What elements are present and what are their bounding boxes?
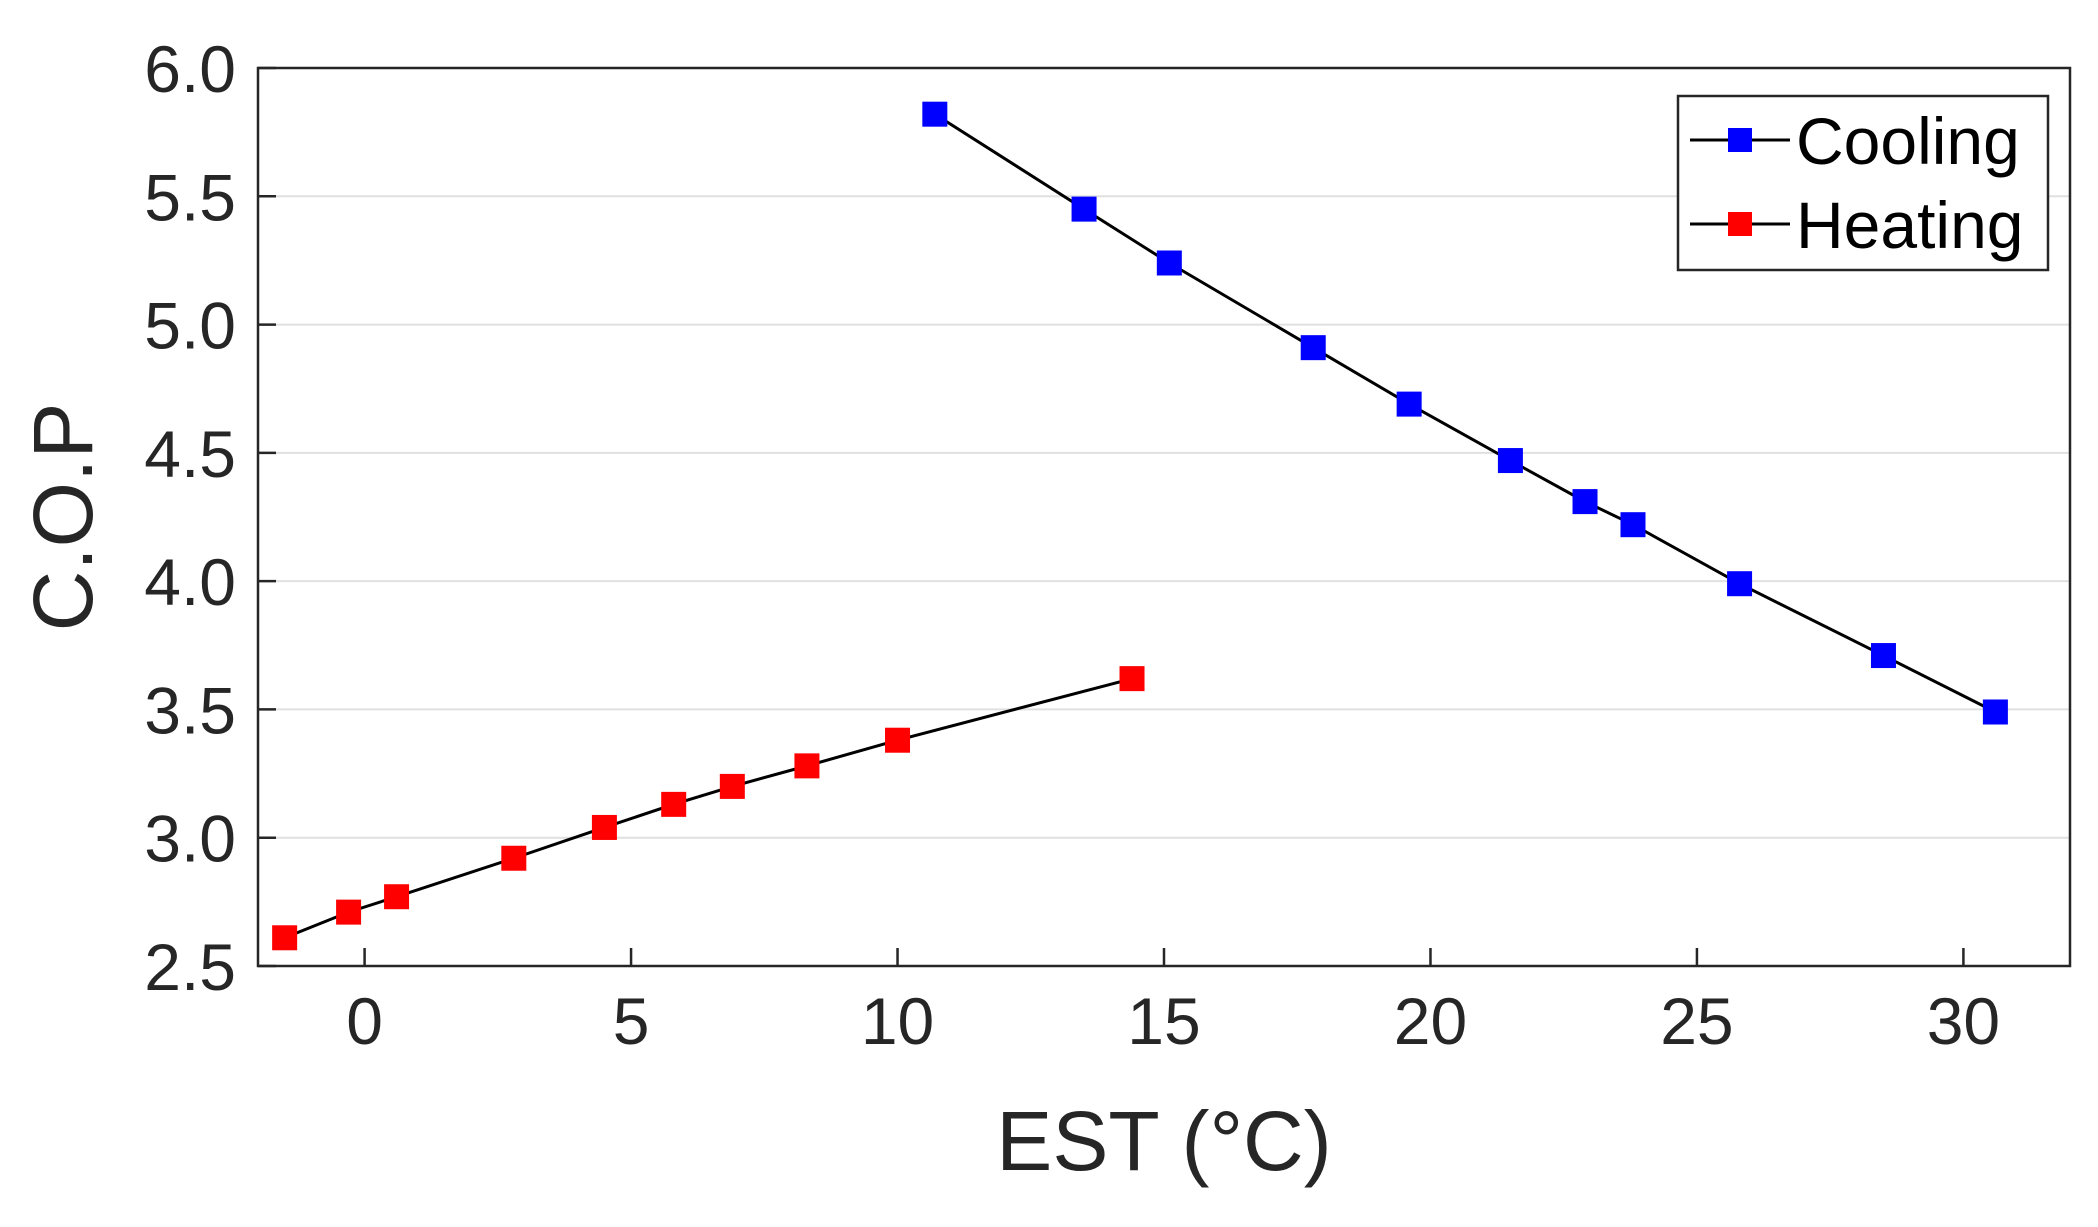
legend-label: Heating bbox=[1796, 188, 2024, 262]
y-tick-label: 4.5 bbox=[144, 417, 236, 491]
x-tick-label: 5 bbox=[613, 984, 650, 1058]
legend-item-cooling: Cooling bbox=[1690, 104, 2020, 178]
legend-item-heating: Heating bbox=[1690, 188, 2024, 262]
cooling-point bbox=[1156, 250, 1182, 276]
x-tick-label: 0 bbox=[346, 984, 383, 1058]
y-tick-label: 5.5 bbox=[144, 160, 236, 234]
heating-point bbox=[384, 884, 410, 910]
legend-box bbox=[1676, 94, 2050, 272]
x-tick-label: 10 bbox=[861, 984, 934, 1058]
ticks: 2.5 3.0 3.5 4.0 4.5 5.0 5.5 6.0 0 5 10 15 20 25 30 bbox=[144, 32, 2000, 1058]
heating-point bbox=[1119, 666, 1145, 692]
cooling-point bbox=[1982, 699, 2008, 725]
cooling-point bbox=[1300, 335, 1326, 361]
y-tick-label: 3.0 bbox=[144, 802, 236, 876]
cooling-point bbox=[1071, 196, 1097, 222]
series-cooling bbox=[922, 101, 2008, 725]
y-tick-label: 2.5 bbox=[144, 930, 236, 1004]
x-axis-label: EST (°C) bbox=[996, 1094, 1331, 1188]
cooling-point bbox=[1870, 643, 1896, 669]
x-tick-label: 15 bbox=[1127, 984, 1200, 1058]
cooling-point bbox=[1497, 448, 1523, 474]
cooling-point bbox=[1572, 489, 1598, 515]
y-tick-label: 3.5 bbox=[144, 673, 236, 747]
y-tick-label: 4.0 bbox=[144, 545, 236, 619]
heating-point bbox=[719, 773, 745, 799]
cooling-point bbox=[1727, 571, 1753, 597]
x-tick-label: 25 bbox=[1660, 984, 1733, 1058]
heating-line bbox=[284, 677, 1133, 940]
legend-marker-sample bbox=[1728, 128, 1752, 152]
x-tick-label: 20 bbox=[1394, 984, 1467, 1058]
cooling-point bbox=[1620, 512, 1646, 538]
heating-point bbox=[272, 925, 298, 951]
legend: Cooling Heating bbox=[1676, 94, 2050, 272]
heating-point bbox=[501, 845, 527, 871]
cooling-point bbox=[922, 101, 948, 127]
series-heating bbox=[272, 666, 1145, 951]
legend-label: Cooling bbox=[1796, 104, 2020, 178]
heating-point bbox=[591, 814, 617, 840]
heating-point bbox=[794, 753, 820, 779]
y-tick-label: 5.0 bbox=[144, 289, 236, 363]
y-tick-label: 6.0 bbox=[144, 32, 236, 106]
cooling-point bbox=[1396, 391, 1422, 417]
heating-point bbox=[885, 727, 911, 753]
heating-point bbox=[661, 791, 687, 817]
x-tick-label: 30 bbox=[1927, 984, 2000, 1058]
y-axis-label: C.O.P bbox=[16, 403, 110, 632]
heating-point bbox=[336, 899, 362, 925]
series bbox=[272, 101, 2008, 951]
legend-marker-sample bbox=[1728, 212, 1752, 236]
